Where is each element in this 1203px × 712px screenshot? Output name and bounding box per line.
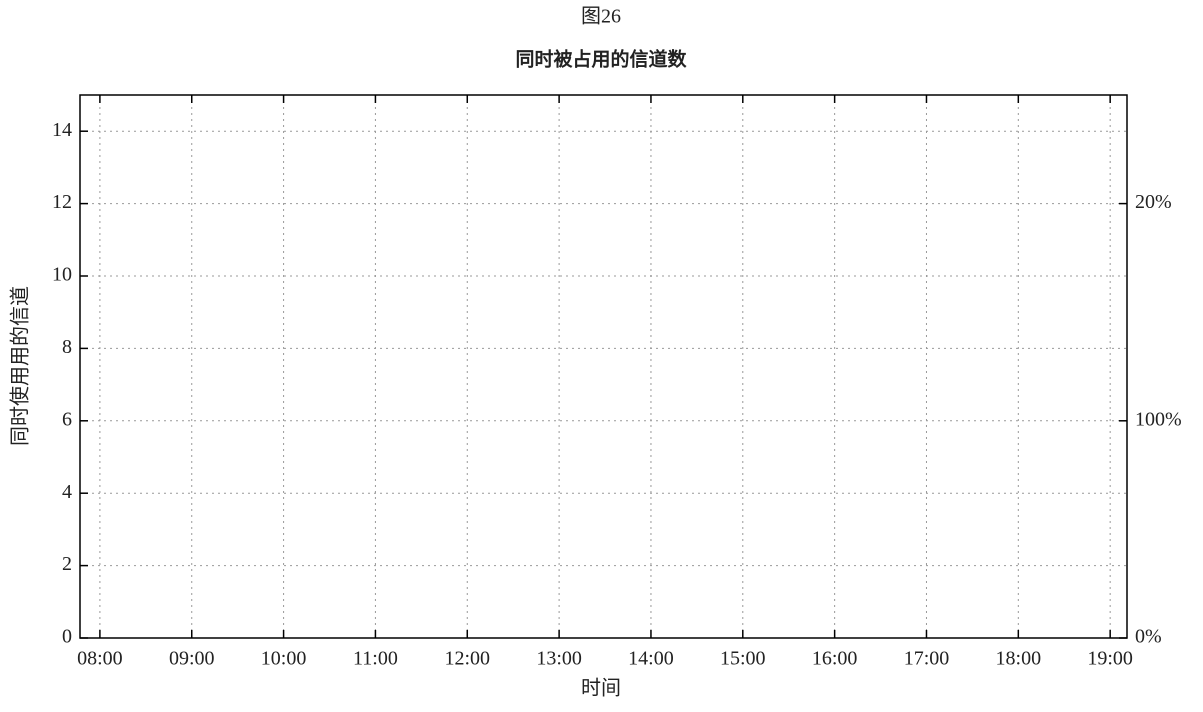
- x-tick-label: 16:00: [812, 648, 858, 670]
- y-tick-label: 14: [52, 119, 72, 141]
- y2-tick-label: 100%: [1135, 408, 1182, 430]
- y2-tick-label: 20%: [1135, 191, 1172, 213]
- plot-frame: [79, 94, 1128, 639]
- figure-label: 图26: [581, 6, 621, 28]
- x-tick-label: 17:00: [904, 648, 950, 670]
- x-tick-label: 15:00: [720, 648, 766, 670]
- y-tick-label: 10: [52, 264, 72, 286]
- y-tick-label: 0: [62, 626, 72, 648]
- x-tick-label: 13:00: [536, 648, 582, 670]
- x-axis-label: 时间: [581, 677, 621, 700]
- x-tick-label: 08:00: [77, 648, 123, 670]
- x-tick-label: 09:00: [169, 648, 215, 670]
- x-tick-label: 19:00: [1087, 648, 1133, 670]
- y-axis-label: 同时使用用的信道: [9, 286, 32, 446]
- y-tick-label: 2: [62, 553, 72, 575]
- x-tick-label: 18:00: [996, 648, 1042, 670]
- x-tick-label: 12:00: [444, 648, 490, 670]
- y-tick-label: 4: [62, 481, 72, 503]
- y-tick-label: 6: [62, 408, 72, 430]
- x-tick-label: 14:00: [628, 648, 674, 670]
- x-tick-label: 10:00: [261, 648, 307, 670]
- chart-title: 同时被占用的信道数: [515, 48, 687, 71]
- x-tick-label: 11:00: [353, 648, 398, 670]
- y-tick-label: 12: [52, 191, 72, 213]
- y-tick-label: 8: [62, 336, 72, 358]
- y2-tick-label: 0%: [1135, 626, 1162, 648]
